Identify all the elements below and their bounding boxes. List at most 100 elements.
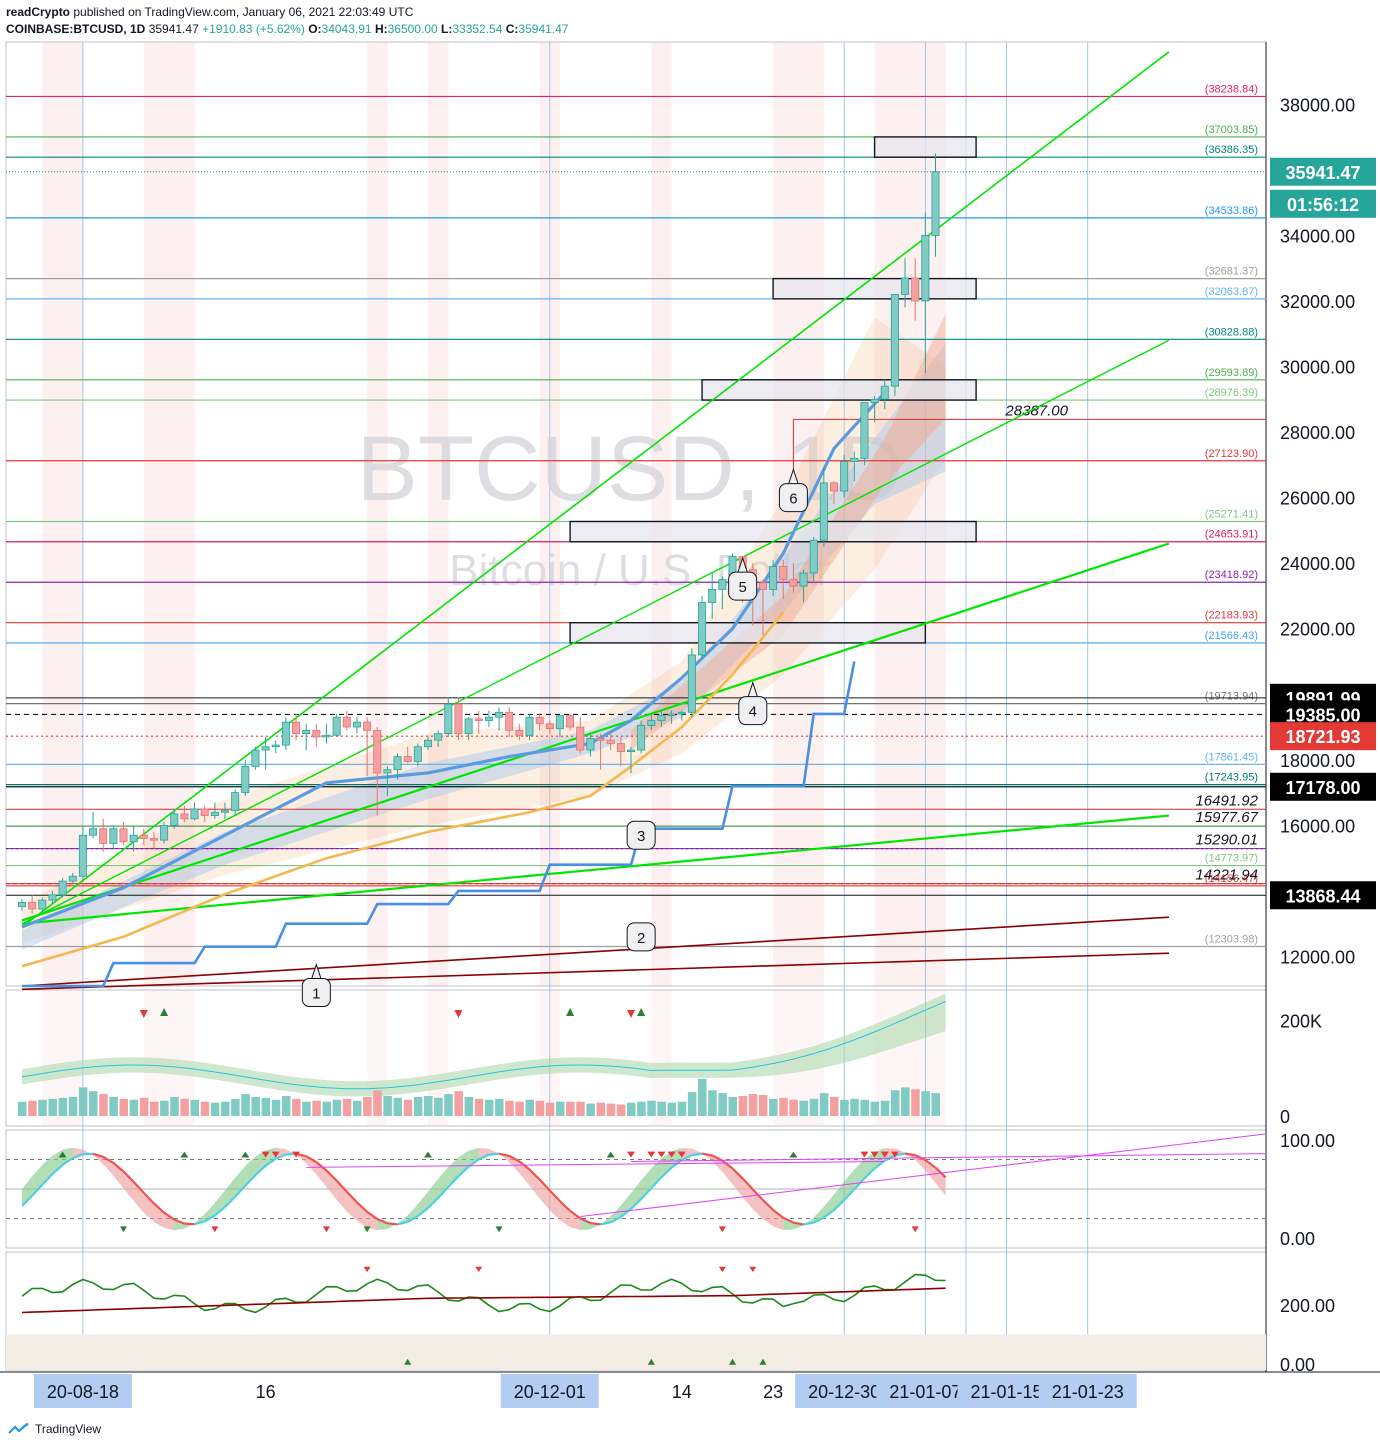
level-label: (29593.89) — [1205, 367, 1258, 379]
oscillator-signal-line — [173, 1218, 185, 1225]
down-signal-icon — [323, 1226, 330, 1233]
wave-label-box[interactable] — [728, 571, 758, 601]
candle-body — [789, 579, 798, 587]
trend-line[interactable] — [21, 339, 1170, 925]
zone-box[interactable] — [873, 136, 977, 158]
trend-line[interactable] — [21, 51, 1170, 928]
candle-body — [444, 703, 453, 735]
indicator-tick-label: 200.00 — [1280, 1296, 1335, 1316]
session-band — [651, 42, 672, 986]
trend-line[interactable] — [21, 542, 1170, 922]
volume-bar — [68, 1096, 78, 1116]
time-label-highlight[interactable] — [33, 1374, 132, 1408]
oscillator-fill — [519, 1161, 530, 1186]
italic-level-label: 15977.67 — [1195, 809, 1258, 826]
candle-body — [870, 398, 879, 403]
horizontal-levels[interactable]: (38238.84) (37003.85) (36386.35) (34533.86)… — [6, 83, 1266, 948]
zone-box[interactable] — [772, 277, 977, 300]
trend-line[interactable] — [21, 814, 1170, 925]
time-label-highlight[interactable] — [500, 1374, 599, 1408]
oscillator-fill — [235, 1165, 246, 1197]
volume-bar — [860, 1099, 869, 1116]
trend-lines[interactable] — [21, 51, 1170, 991]
candle-body — [596, 738, 605, 741]
close-value: 35941.47 — [518, 22, 569, 36]
zone-box[interactable] — [569, 621, 927, 644]
level-label: (36386.35) — [1205, 144, 1258, 156]
time-tick-label: 14 — [672, 1382, 692, 1402]
volume-tick-label: 0 — [1280, 1107, 1290, 1127]
zone-box[interactable] — [569, 520, 977, 543]
up-signal-icon — [120, 1226, 127, 1233]
zone-boxes[interactable] — [569, 136, 977, 644]
time-label-highlight[interactable] — [1038, 1374, 1137, 1408]
oscillator-signal-line — [346, 1190, 358, 1204]
volume-bar — [880, 1100, 890, 1116]
level-label: (27123.90) — [1205, 448, 1258, 460]
candle-body — [901, 277, 910, 295]
oscillator-signal-line — [833, 1199, 845, 1211]
volume-bar — [738, 1095, 748, 1116]
publish-info: readCrypto published on TradingView.com,… — [6, 5, 413, 19]
wave-label-box[interactable] — [626, 922, 656, 952]
oscillator-signal-line — [630, 1198, 642, 1210]
wave-label-box[interactable] — [301, 978, 331, 1008]
down-signal-icon — [627, 1151, 635, 1158]
volume-bar — [850, 1098, 859, 1116]
oscillator-fill — [225, 1177, 236, 1207]
volume-bar — [555, 1101, 565, 1116]
candle-body — [210, 811, 219, 816]
oscillator-fill — [529, 1169, 540, 1199]
price-badge[interactable] — [1270, 881, 1376, 910]
price-badge[interactable] — [1270, 722, 1376, 751]
price-axis[interactable]: 12000.0014000.0016000.0018000.0020000.00… — [1270, 95, 1376, 968]
trend-line[interactable] — [21, 916, 1169, 987]
symbol-name[interactable]: COINBASE:BTCUSD, 1D — [6, 22, 146, 36]
watermark: BTCUSD, 1D Bitcoin / U.S. Dollar — [357, 418, 904, 595]
oscillator-signal-line — [508, 1154, 520, 1163]
price-badge[interactable] — [1270, 772, 1376, 801]
volume-bar — [363, 1096, 372, 1116]
publisher-name[interactable]: readCrypto — [6, 5, 71, 19]
tradingview-logo-icon — [8, 1423, 29, 1434]
level-label: (21566.43) — [1205, 630, 1258, 642]
wave-labels[interactable]: 1 2 3 4 5 6 — [301, 468, 808, 1008]
price-tick-label: 34000.00 — [1280, 226, 1355, 246]
candle-body — [535, 716, 544, 725]
zone-box[interactable] — [701, 379, 977, 401]
oscillator-signal-line — [691, 1152, 703, 1157]
down-signal-icon — [292, 1151, 301, 1158]
down-signal-icon — [627, 1010, 635, 1018]
time-axis[interactable]: 20-08-181620-12-01142320-12-3021-01-0711… — [0, 1371, 1380, 1408]
oscillator-signal-line — [92, 1152, 104, 1158]
volume-bar — [413, 1096, 423, 1116]
wave-label-box[interactable] — [738, 696, 768, 726]
volume-bar — [109, 1096, 118, 1116]
brand-name[interactable]: TradingView — [35, 1422, 102, 1436]
volume-bar — [48, 1098, 57, 1116]
price-badge[interactable] — [1270, 189, 1376, 218]
oscillator-signal-line — [823, 1209, 835, 1219]
up-signal-icon — [647, 1358, 655, 1365]
candle-body — [850, 457, 859, 462]
price-tick-label: 18000.00 — [1280, 751, 1355, 771]
volume-bar — [342, 1098, 352, 1116]
volume-bar — [586, 1103, 595, 1116]
trend-line[interactable] — [21, 952, 1169, 991]
oscillator-fill — [255, 1150, 266, 1176]
volume-bar — [89, 1091, 98, 1116]
volume-bar — [99, 1094, 108, 1116]
italic-level-label: 16491.92 — [1195, 792, 1258, 809]
volume-bar — [221, 1101, 230, 1116]
wave-pointer — [787, 468, 799, 485]
oscillator-signal-line — [853, 1177, 866, 1191]
price-tick-label: 32000.00 — [1280, 292, 1355, 312]
price-tick-label: 12000.00 — [1280, 948, 1355, 968]
volume-bar — [322, 1101, 331, 1116]
price-badge[interactable] — [1270, 157, 1376, 186]
wave-label-box[interactable] — [626, 820, 656, 850]
candle-body — [515, 729, 524, 736]
oscillator-signal-line — [437, 1186, 450, 1199]
wave-label-box[interactable] — [778, 483, 808, 513]
